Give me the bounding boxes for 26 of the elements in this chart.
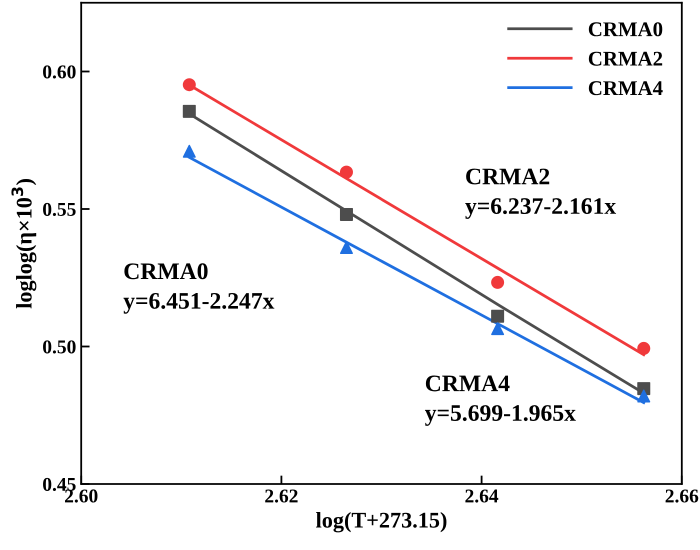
annotation: CRMA4 y=5.699-1.965x (424, 376, 576, 426)
point (182, 144, 196, 158)
point (340, 166, 353, 179)
legend-label: CRMA0 (588, 22, 662, 36)
x-tick-label: 2.60 (65, 489, 98, 503)
point (637, 342, 650, 355)
annotation: CRMA0 y=6.451-2.247x (123, 263, 274, 314)
point (340, 208, 353, 222)
y-axis-title: loglog(η×10$^{3}$) (11, 179, 36, 308)
y-tick-label: 0.60 (43, 65, 76, 79)
point (491, 276, 504, 289)
x-axis-title: log(T+273.15) (316, 512, 446, 532)
point (491, 322, 504, 336)
x-tick-label: 2.66 (666, 489, 698, 503)
y-tick-label: 0.45 (43, 478, 76, 492)
point (637, 389, 650, 403)
legend-label: CRMA4 (588, 81, 663, 96)
point (491, 310, 504, 323)
x-tick-label: 2.62 (265, 489, 298, 503)
x-tick-label: 2.64 (465, 489, 498, 503)
annotation: CRMA2 y=6.237-2.161x (465, 168, 616, 219)
legend-label: CRMA2 (588, 52, 662, 66)
y-tick-label: 0.55 (43, 202, 76, 216)
point (182, 78, 196, 92)
point (182, 104, 196, 118)
y-tick-label: 0.50 (43, 340, 76, 354)
